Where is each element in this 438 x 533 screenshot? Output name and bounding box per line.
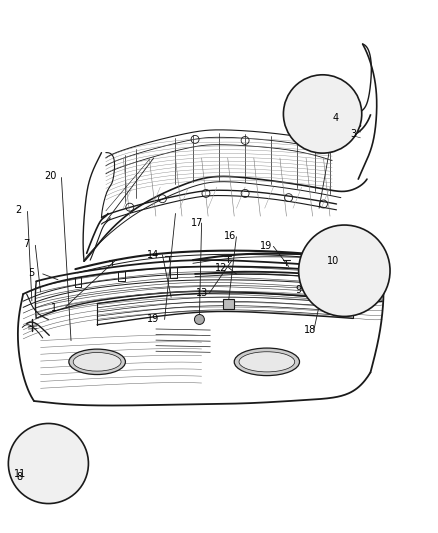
Circle shape <box>283 75 362 153</box>
Text: 11: 11 <box>14 469 26 479</box>
Ellipse shape <box>239 352 295 372</box>
Ellipse shape <box>234 348 300 376</box>
Circle shape <box>299 225 390 317</box>
Text: 17: 17 <box>191 218 203 228</box>
Text: 18: 18 <box>304 325 317 335</box>
Text: 7: 7 <box>24 239 30 249</box>
Text: 19: 19 <box>147 314 159 325</box>
Text: 19: 19 <box>260 241 272 252</box>
Text: 14: 14 <box>147 250 159 260</box>
Text: 10: 10 <box>327 256 339 266</box>
Text: 4: 4 <box>332 113 339 123</box>
Ellipse shape <box>69 349 125 375</box>
Text: 3: 3 <box>350 129 356 139</box>
Text: 20: 20 <box>44 172 57 181</box>
Text: 13: 13 <box>195 288 208 298</box>
Circle shape <box>194 314 205 325</box>
Text: 8: 8 <box>17 472 23 482</box>
Text: 5: 5 <box>28 268 34 278</box>
Text: 2: 2 <box>15 205 21 215</box>
Text: 12: 12 <box>215 263 227 272</box>
Text: 1: 1 <box>50 303 57 313</box>
Circle shape <box>8 424 88 504</box>
Text: 9: 9 <box>295 285 301 295</box>
Text: 16: 16 <box>224 231 236 241</box>
Ellipse shape <box>73 352 121 371</box>
FancyBboxPatch shape <box>223 300 234 309</box>
